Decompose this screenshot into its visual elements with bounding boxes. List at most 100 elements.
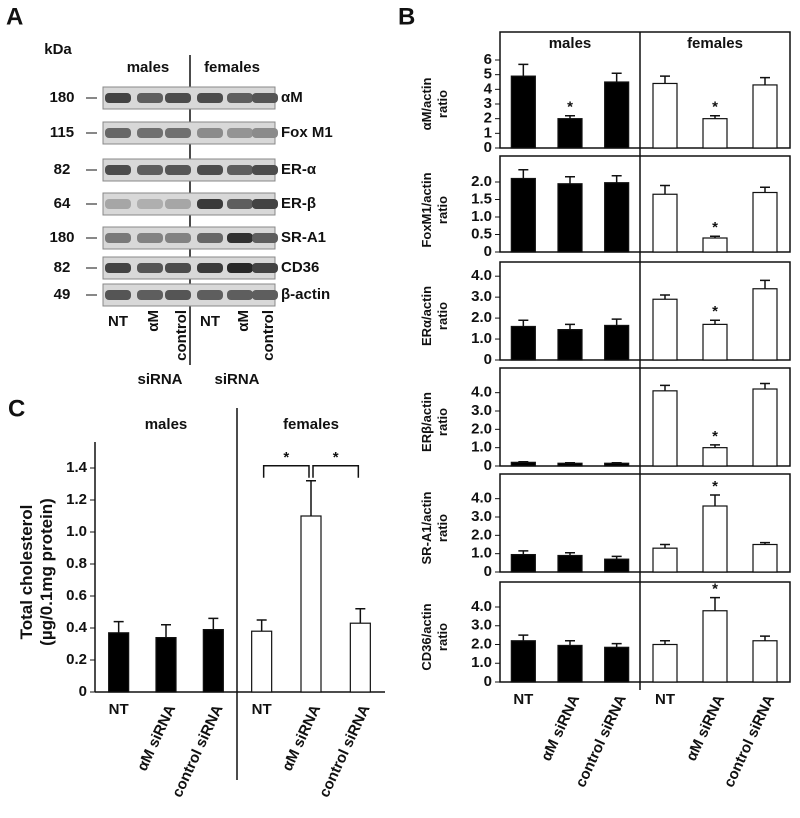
error-bar [760, 541, 770, 545]
y-axis-label-line: ratio [435, 623, 450, 651]
y-axis-label-line: ratio [435, 302, 450, 330]
y-tick-label: 1.0 [471, 330, 492, 347]
y-tick-label: 0.4 [66, 619, 88, 636]
band [165, 263, 191, 273]
y-tick-label: 0.2 [66, 651, 87, 668]
band [252, 290, 278, 300]
band [197, 233, 223, 243]
bar [652, 643, 678, 683]
marker-label: 180 [49, 229, 74, 246]
bar [652, 390, 678, 467]
y-tick-label: 2.0 [471, 420, 492, 437]
band [227, 199, 253, 209]
bar [510, 325, 536, 361]
y-tick-label: 3.0 [471, 508, 492, 525]
x-tick-label: control siRNA [572, 692, 630, 790]
series-header: females [283, 416, 339, 433]
band [227, 233, 253, 243]
band [137, 263, 163, 273]
y-axis-label: αM/actinratio [419, 78, 450, 131]
series-header: females [687, 35, 743, 52]
y-tick-label: 2.0 [471, 526, 492, 543]
band [252, 128, 278, 138]
error-bar [760, 635, 770, 641]
y-tick-label: 0 [79, 683, 87, 700]
x-tick-label: NT [655, 691, 675, 708]
bar [702, 323, 728, 361]
significance: * [712, 99, 718, 116]
y-axis-label-line: CD36/actin [419, 603, 434, 670]
y-axis-label-line: Total cholesterol [17, 505, 36, 640]
band [105, 290, 131, 300]
x-tick-label: NT [109, 701, 129, 718]
plot-frame [499, 155, 791, 253]
bar [557, 554, 583, 573]
bar [702, 237, 728, 253]
x-tick-label: NT [513, 691, 533, 708]
y-axis-label-line: ratio [435, 196, 450, 224]
error-bar [565, 176, 575, 184]
y-tick-label: 4 [484, 80, 493, 97]
y-tick-label: 3.0 [471, 288, 492, 305]
y-tick-label: 1.5 [471, 190, 492, 207]
lane-label: NT [200, 313, 220, 330]
band [137, 165, 163, 175]
bar [752, 191, 778, 253]
bar [557, 329, 583, 361]
plot-frame [499, 473, 791, 573]
bar [604, 81, 630, 149]
marker-label: 115 [50, 124, 74, 141]
marker-label: 49 [54, 286, 71, 303]
band [252, 199, 278, 209]
bar [702, 610, 728, 683]
band [197, 263, 223, 273]
error-bar [710, 114, 720, 119]
x-tick-label: control siRNA [721, 692, 779, 790]
band [197, 290, 223, 300]
y-tick-label: 2.0 [471, 635, 492, 652]
y-tick-label: 3.0 [471, 402, 492, 419]
error-bar [518, 63, 529, 77]
error-bar [208, 617, 219, 630]
bar [557, 462, 583, 467]
band [165, 290, 191, 300]
error-bar [660, 384, 670, 391]
band [137, 233, 163, 243]
plot-frame [499, 31, 791, 149]
lane-label: control [260, 310, 277, 361]
significance: * [567, 99, 573, 116]
bar [557, 183, 583, 253]
y-axis-label: ERβ/actinratio [419, 392, 450, 452]
panel-label: A [6, 3, 23, 30]
x-tick-label: αM siRNA [538, 692, 583, 764]
error-bar [760, 279, 770, 289]
x-tick-label: αM siRNA [279, 702, 324, 774]
error-bar [565, 114, 575, 119]
band [165, 233, 191, 243]
band [137, 128, 163, 138]
band [105, 93, 131, 103]
band [227, 128, 253, 138]
error-bar [161, 624, 171, 638]
band [105, 233, 131, 243]
y-tick-label: 3 [484, 95, 492, 112]
bar [702, 447, 728, 467]
significance: * [712, 581, 718, 598]
error-bar [710, 596, 720, 611]
error-bar [355, 608, 366, 624]
bracket [262, 465, 310, 478]
y-axis-label-line: ratio [435, 90, 450, 118]
error-bar [518, 461, 529, 463]
y-tick-label: 1.0 [471, 439, 492, 456]
y-tick-label: 4.0 [471, 384, 492, 401]
bar [604, 324, 630, 361]
bar [752, 388, 778, 467]
band [165, 93, 191, 103]
bar [652, 193, 678, 253]
error-bar [518, 169, 529, 179]
y-tick-label: 0 [484, 243, 492, 260]
band [137, 93, 163, 103]
group-label: females [204, 59, 260, 76]
series-header: males [145, 416, 188, 433]
marker-label: 82 [54, 161, 71, 178]
